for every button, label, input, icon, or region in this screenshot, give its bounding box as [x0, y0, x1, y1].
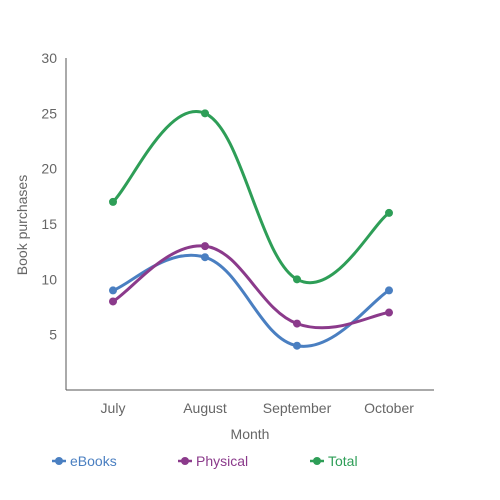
y-tick-label: 15 — [41, 216, 57, 232]
y-axis-ticks: 5 10 15 20 25 30 — [41, 50, 57, 343]
x-tick-label: August — [183, 400, 227, 416]
legend-label-total: Total — [328, 453, 358, 469]
y-axis-title: Book purchases — [14, 175, 30, 275]
data-point-physical — [293, 319, 301, 328]
data-point-ebooks — [385, 286, 393, 295]
data-point-physical — [109, 297, 117, 306]
legend-marker-dot-physical — [181, 457, 189, 465]
series-lines — [111, 110, 391, 348]
legend-label-physical: Physical — [196, 453, 248, 469]
data-point-ebooks — [109, 286, 117, 295]
y-tick-label: 20 — [41, 161, 57, 177]
legend-marker-dot-total — [313, 457, 321, 465]
legend-marker-dot-ebooks — [55, 457, 63, 465]
y-tick-label: 30 — [41, 50, 57, 66]
series-line-ebooks — [111, 253, 391, 348]
series-line-physical — [111, 244, 391, 330]
series-points — [109, 109, 393, 350]
data-point-physical — [385, 308, 393, 317]
y-tick-label: 5 — [49, 327, 57, 343]
x-tick-label: September — [263, 400, 332, 416]
legend-label-ebooks: eBooks — [70, 453, 117, 469]
data-point-total — [201, 109, 209, 118]
x-axis-title: Month — [231, 426, 270, 442]
y-tick-label: 10 — [41, 271, 57, 287]
x-tick-label: October — [364, 400, 414, 416]
series-line-total — [111, 110, 391, 284]
legend: eBooks Physical Total — [52, 453, 358, 469]
data-point-total — [385, 208, 393, 217]
y-tick-label: 25 — [41, 105, 57, 121]
x-axis-ticks: July August September October — [101, 400, 415, 416]
data-point-total — [109, 197, 117, 206]
data-point-ebooks — [201, 253, 209, 262]
data-point-total — [293, 275, 301, 284]
x-tick-label: July — [101, 400, 126, 416]
data-point-physical — [201, 242, 209, 251]
data-point-ebooks — [293, 341, 301, 350]
